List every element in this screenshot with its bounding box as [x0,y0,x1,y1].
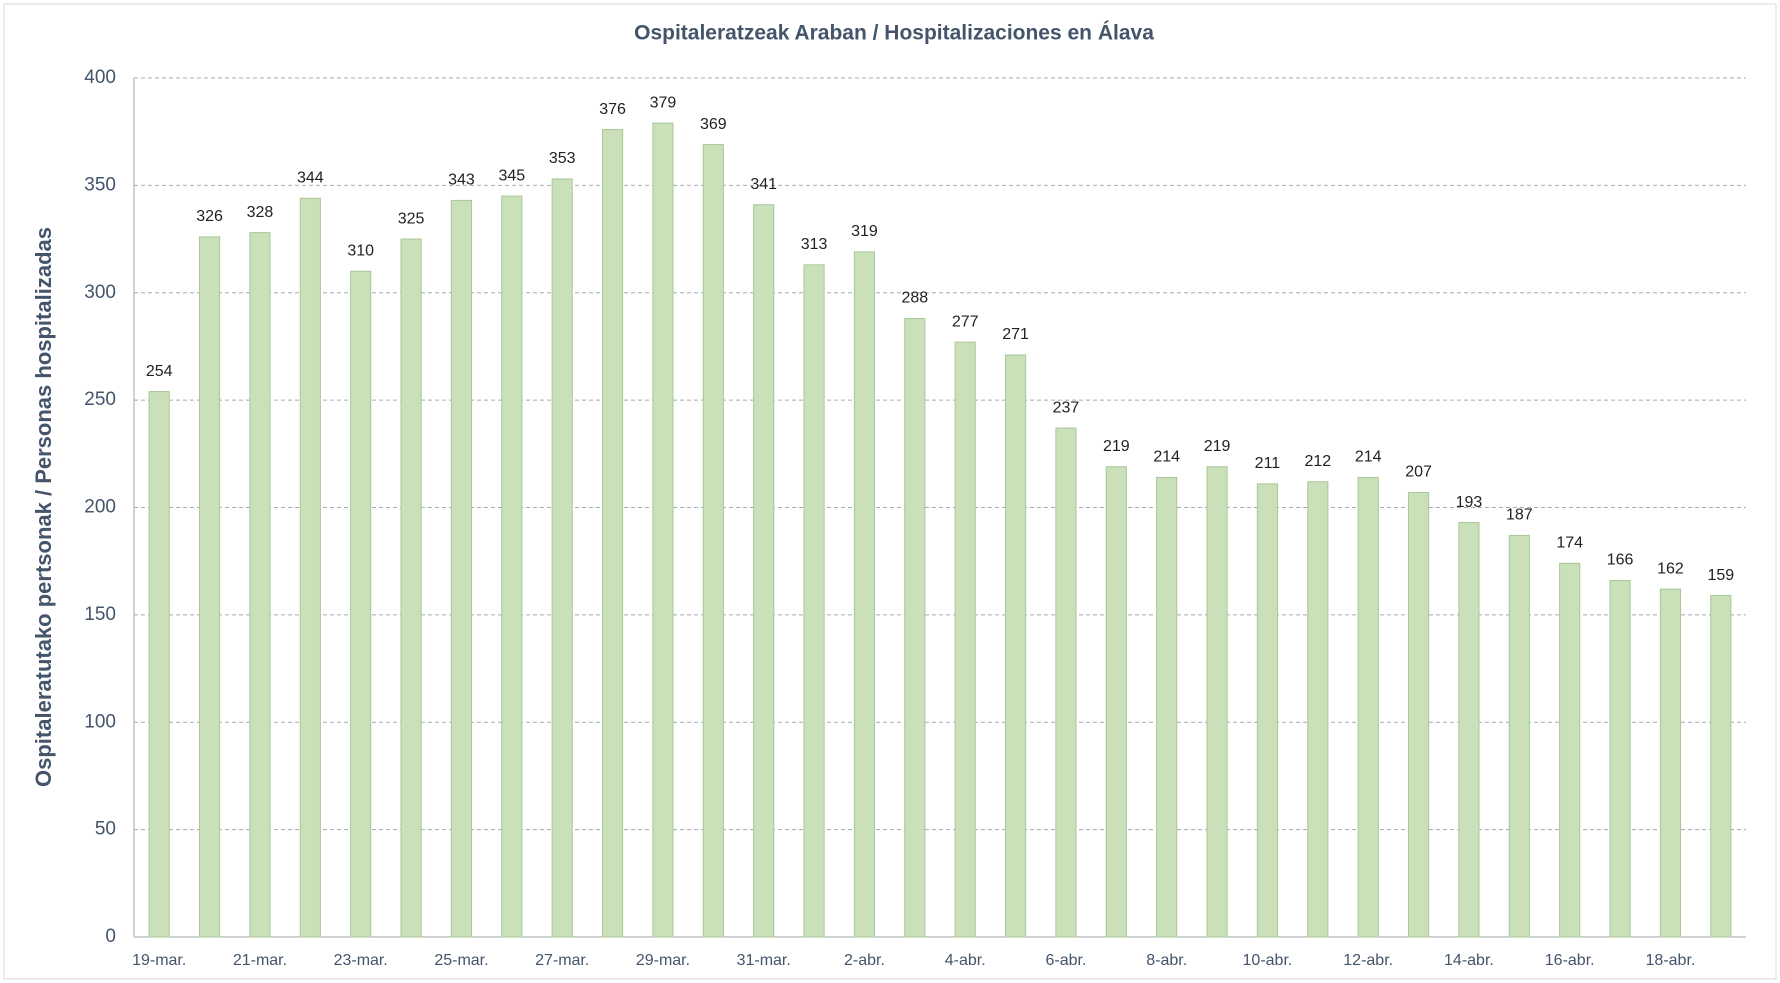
x-tick-label: 19-mar. [132,952,186,969]
bar [1609,580,1631,938]
x-tick-label: 27-mar. [535,952,589,969]
x-tick-label: 4-abr. [945,952,986,969]
bar [299,197,321,938]
bar [1004,354,1027,938]
bar [1307,481,1329,938]
x-tick-label: 8-abr. [1146,952,1187,969]
value-label: 187 [1506,507,1533,524]
value-label: 166 [1607,552,1634,569]
x-tick-label: 23-mar. [334,952,388,969]
bar [148,391,170,938]
y-tick-label: 350 [84,174,116,195]
value-label: 214 [1153,449,1180,466]
value-label: 343 [448,172,475,189]
value-label: 193 [1456,494,1483,511]
value-label: 162 [1657,560,1684,577]
value-label: 271 [1002,326,1029,343]
bar [652,122,674,938]
y-tick-label: 150 [84,604,116,625]
value-label: 174 [1556,535,1583,552]
bar [350,270,372,938]
x-tick-label: 31-mar. [737,952,791,969]
bar [551,178,573,938]
y-tick-label: 100 [84,711,116,732]
value-label: 288 [901,290,928,307]
bar [1659,588,1682,938]
value-label: 328 [247,204,274,221]
value-label: 207 [1405,464,1432,481]
bar [1156,476,1178,938]
bar [803,264,825,938]
bar [1357,476,1379,938]
value-label: 319 [851,223,878,240]
bar [1055,427,1077,938]
x-tick-label: 6-abr. [1045,952,1086,969]
x-tick-label: 18-abr. [1646,952,1696,969]
value-label: 237 [1053,399,1080,416]
value-label: 345 [498,167,525,184]
value-label: 277 [952,313,979,330]
bar [501,195,523,938]
bar [249,232,271,938]
x-tick-label: 29-mar. [636,952,690,969]
bar [702,144,724,938]
value-label: 211 [1255,455,1281,472]
value-label: 369 [700,116,727,133]
y-tick-label: 50 [95,819,116,840]
bar [1508,534,1530,938]
bar [954,341,976,938]
y-tick-label: 0 [105,926,116,947]
bar [1458,522,1480,938]
value-label: 341 [750,176,777,193]
value-label: 219 [1103,438,1130,455]
y-tick-label: 250 [84,389,116,410]
bar [400,238,422,938]
bar [450,199,473,938]
bar [853,251,876,938]
value-label: 344 [297,169,324,186]
bar [1407,491,1430,938]
bar [1105,466,1127,938]
value-label: 379 [650,94,677,111]
bar [1559,562,1581,938]
y-axis-label: Ospitaleratutako pertsonak / Personas ho… [31,227,56,787]
value-label: 159 [1707,567,1734,584]
value-label: 212 [1304,453,1331,470]
chart-title: Ospitaleratzeak Araban / Hospitalizacion… [634,22,1154,45]
bar [753,204,775,938]
chart-border [3,3,1777,980]
value-label: 219 [1204,438,1231,455]
x-tick-label: 16-abr. [1545,952,1595,969]
y-tick-label: 400 [84,67,116,88]
x-tick-label: 21-mar. [233,952,287,969]
bar [1206,466,1228,938]
value-label: 254 [146,363,173,380]
value-label: 214 [1355,449,1382,466]
bar [198,236,221,938]
value-label: 376 [599,101,626,118]
value-label: 353 [549,150,576,167]
x-tick-label: 2-abr. [844,952,885,969]
value-label: 326 [196,208,223,225]
bar [1256,483,1279,938]
x-tick-label: 25-mar. [434,952,488,969]
x-tick-label: 12-abr. [1343,952,1393,969]
x-tick-label: 14-abr. [1444,952,1494,969]
bar [601,129,624,938]
y-tick-label: 200 [84,497,116,518]
bar [904,318,926,938]
y-tick-label: 300 [84,282,116,303]
value-label: 325 [398,210,425,227]
bar [1710,595,1732,938]
value-label: 313 [801,236,828,253]
x-tick-label: 10-abr. [1243,952,1293,969]
value-label: 310 [347,242,374,259]
